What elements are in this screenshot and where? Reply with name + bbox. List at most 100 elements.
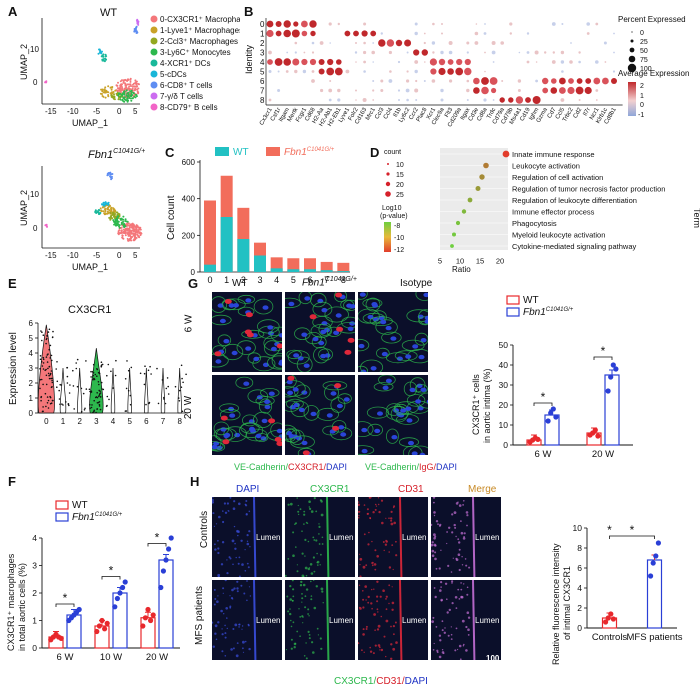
tissue-signal: [358, 503, 361, 506]
umap-cell: [121, 218, 124, 221]
endothelial-outline: [375, 319, 398, 335]
f-point: [76, 606, 82, 613]
f-ytick-label: 0: [32, 643, 37, 653]
e-point: [42, 383, 44, 386]
e-point: [72, 385, 75, 387]
tissue-signal: [307, 540, 310, 543]
tissue-signal: [363, 651, 365, 653]
dotplot-dot: [448, 41, 453, 45]
tissue-signal: [434, 535, 437, 538]
dotplot-gene-label: Ighm: [528, 107, 540, 122]
dotplot-dot: [268, 70, 272, 73]
dotplot-dot: [464, 58, 471, 66]
endothelial-outline: [381, 331, 402, 344]
umap-cell: [124, 225, 127, 228]
tissue-signal: [235, 654, 239, 658]
tissue-signal: [320, 587, 324, 591]
umap-cell: [98, 48, 100, 51]
f-point: [145, 606, 151, 613]
umap-cell: [128, 228, 131, 231]
dotplot-row-label: 0: [260, 20, 265, 29]
umap-cell: [103, 203, 106, 206]
dotplot-dot: [431, 41, 436, 45]
tissue-signal: [371, 607, 373, 610]
dotplot-dot: [334, 67, 343, 76]
umap-cell: [135, 30, 138, 33]
tissue-signal: [228, 556, 231, 559]
tissue-signal: [438, 655, 442, 659]
tissue-signal: [383, 635, 386, 638]
dotplot-dot: [405, 88, 410, 93]
e-point: [156, 367, 158, 370]
tissue-signal: [453, 511, 457, 514]
e-point: [48, 348, 50, 351]
umap-cell: [129, 94, 132, 97]
f-ytick-label: 2: [32, 588, 37, 598]
e-point: [167, 385, 169, 388]
dotplot-dot: [404, 39, 412, 47]
tissue-signal: [455, 607, 458, 609]
umap-cell: [130, 223, 133, 226]
endothelial-outline: [367, 423, 384, 437]
e-point: [42, 368, 45, 370]
f-point: [112, 604, 118, 610]
nucleus: [347, 326, 354, 331]
nucleus: [264, 404, 271, 410]
nucleus: [310, 411, 317, 417]
tissue-signal: [249, 595, 252, 597]
nucleus: [400, 408, 407, 413]
dotplot-dot: [559, 87, 566, 94]
tissue-signal: [441, 620, 444, 623]
dotplot-dot: [372, 80, 375, 82]
dotplot-dot: [560, 98, 565, 102]
umap-cell: [126, 220, 129, 223]
umap-legend-label: 2-Ccl3⁺ Macrophages: [160, 37, 238, 46]
tissue-signal: [371, 562, 373, 564]
umap-cell: [117, 231, 120, 234]
tissue-signal: [391, 608, 394, 611]
h-ylabel1: Relative fluorescence intensity: [551, 543, 561, 665]
umap-cell: [102, 53, 105, 56]
nucleus: [424, 315, 428, 321]
dotplot-dot: [397, 60, 401, 64]
umap-mut-ylabel: UMAP_2: [19, 190, 29, 226]
tissue-signal: [217, 621, 220, 624]
umap-cell: [129, 80, 132, 83]
h-row-mfs: MFS patients: [193, 586, 205, 645]
tissue-signal: [436, 649, 439, 652]
e-point: [52, 330, 54, 333]
umap-cell: [106, 210, 109, 213]
nucleus: [229, 413, 236, 418]
tissue-signal: [374, 508, 377, 511]
tissue-signal: [450, 626, 452, 628]
e-point: [178, 389, 181, 392]
intima-edge: [253, 580, 257, 660]
dotplot-dot: [370, 30, 377, 37]
tissue-signal: [466, 586, 469, 589]
dotplot-dot: [309, 58, 317, 66]
e-point: [166, 377, 169, 379]
nucleus: [268, 391, 275, 396]
umap-legend-swatch: [150, 15, 158, 23]
dotplot-dot: [438, 67, 446, 76]
umap-cell: [126, 97, 129, 100]
lumen-label: Lumen: [329, 616, 354, 625]
tissue-signal: [307, 630, 310, 633]
e-point: [66, 375, 69, 378]
endothelial-outline: [303, 405, 320, 421]
umap-legend-swatch: [150, 48, 158, 56]
tissue-signal: [316, 552, 318, 555]
tissue-signal: [222, 520, 225, 524]
dotplot-dot: [603, 41, 607, 45]
endothelial-outline: [403, 381, 418, 397]
tissue-signal: [285, 649, 288, 651]
f-point: [158, 584, 164, 591]
endothelial-outline: [332, 420, 347, 433]
nucleus: [292, 387, 299, 392]
dotplot-dot: [611, 78, 617, 84]
tissue-signal: [245, 504, 248, 507]
dotplot-dot: [578, 60, 581, 64]
umap-cell: [138, 227, 141, 230]
